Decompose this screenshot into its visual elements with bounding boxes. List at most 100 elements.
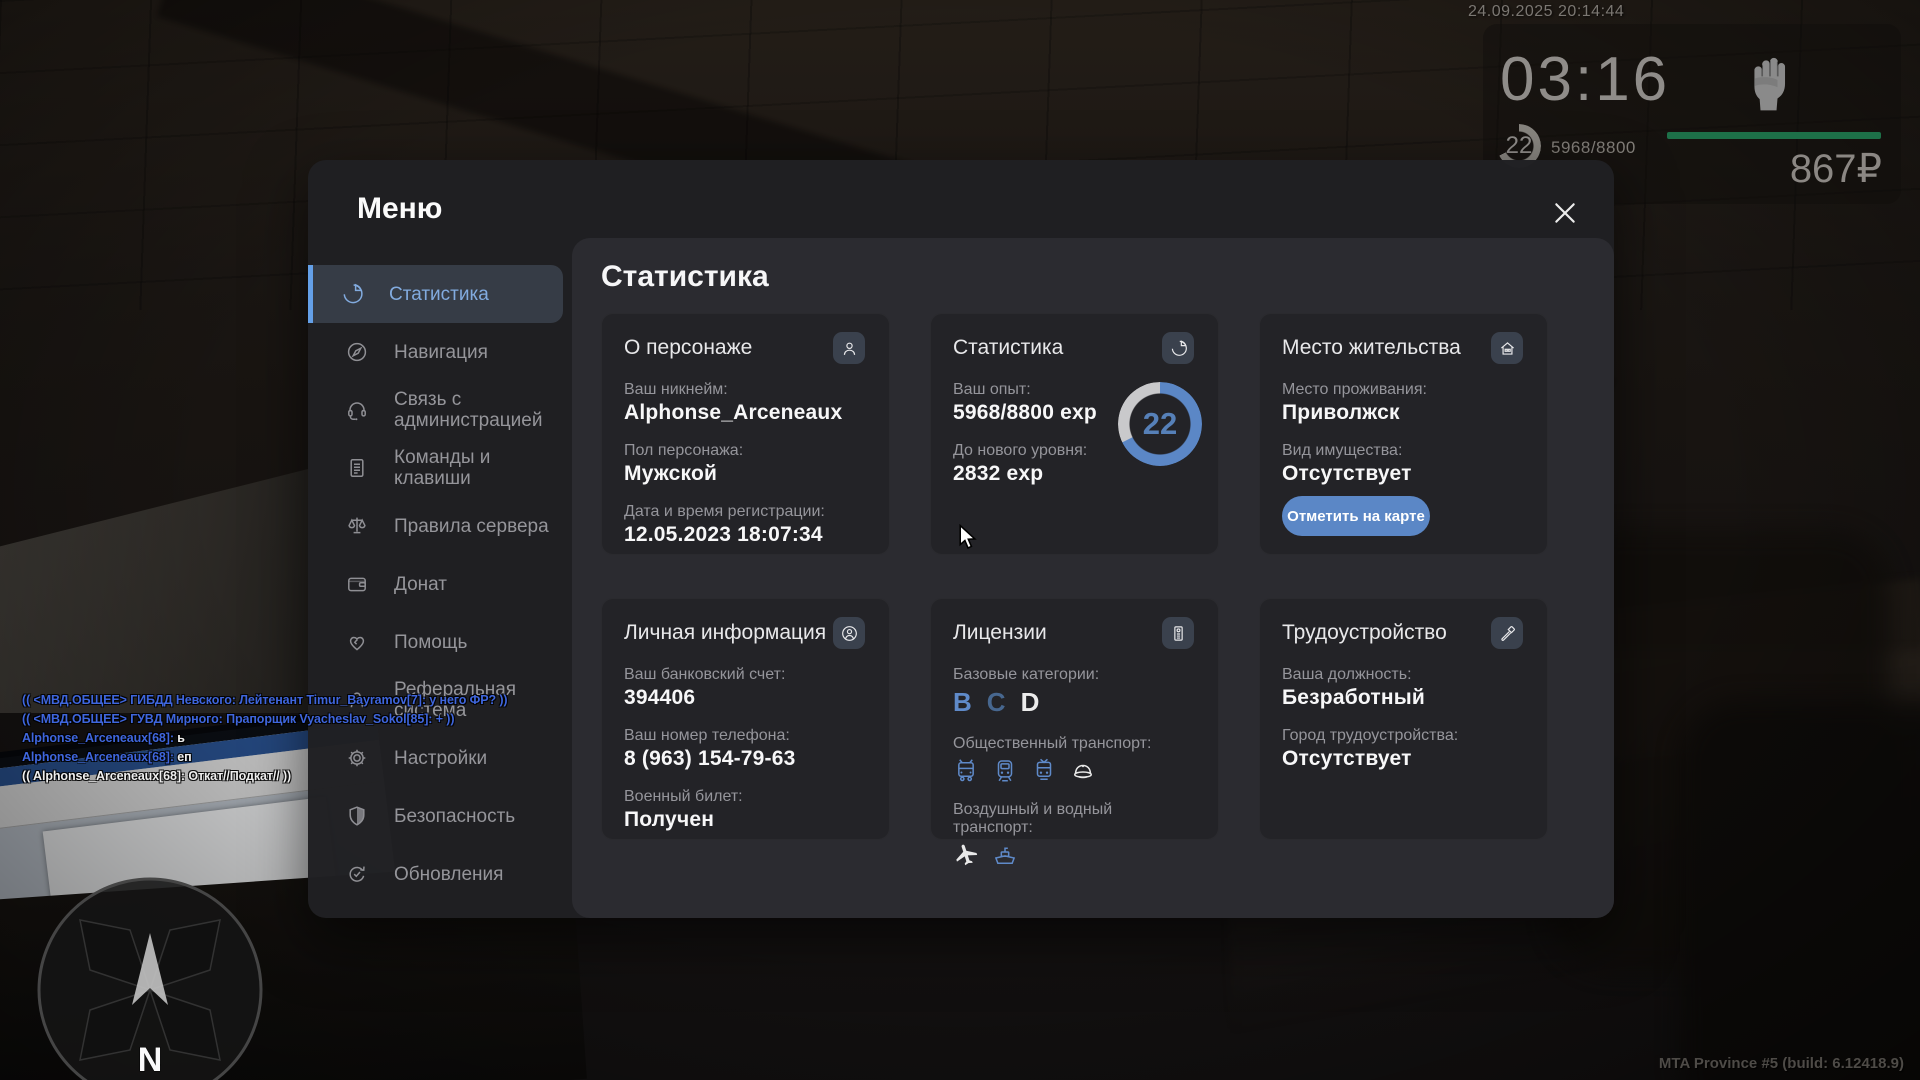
card-stats: Статистика Ваш опыт: 5968/8800 exp До но… [930, 313, 1219, 555]
compass-north-label: N [138, 1041, 163, 1079]
field-label: Ваш номер телефона: [624, 727, 790, 744]
property-value: Отсутствует [1282, 462, 1412, 485]
sidebar-item-label: Статистика [389, 283, 489, 305]
sidebar-item-help[interactable]: Помощь [308, 613, 571, 671]
chat-line: (( Alphonse_Arceneaux[68]: Откат//Подкат… [22, 769, 292, 783]
field-label: Военный билет: [624, 788, 743, 805]
sidebar-item-statistics[interactable]: Статистика [308, 265, 563, 323]
sidebar-item-referral[interactable]: Реферальная система [308, 671, 571, 729]
field-label: Воздушный и водный транспорт: [953, 801, 1113, 836]
field-label: Вид имущества: [1282, 442, 1403, 459]
field-label: Место проживания: [1282, 381, 1427, 398]
person-icon [345, 688, 369, 712]
mark-on-map-button[interactable]: Отметить на карте [1282, 496, 1430, 536]
sidebar-item-label: Настройки [394, 747, 488, 769]
next-level-value: 2832 exp [953, 462, 1044, 485]
sidebar-item-label: Связь с администрацией [394, 389, 543, 431]
pie-chart-icon [1162, 332, 1194, 364]
hud-exp-value: 5968/8800 [1551, 138, 1636, 157]
person-circle-icon [833, 617, 865, 649]
license-category-d: D [1020, 687, 1040, 717]
public-transport-licenses [953, 758, 1194, 784]
mouse-cursor [958, 524, 978, 552]
card-title: Статистика [953, 336, 1064, 359]
sidebar-item-navigation[interactable]: Навигация [308, 323, 571, 381]
license-category-b: B [953, 687, 972, 717]
chat-line: Alphonse_Arceneaux[68]: ь [22, 731, 185, 745]
card-title: Личная информация [624, 621, 827, 644]
bank-account-value: 394406 [624, 686, 696, 709]
tram-icon [1031, 758, 1057, 784]
close-icon[interactable] [1550, 198, 1580, 228]
nickname-value: Alphonse_Arceneaux [624, 401, 843, 424]
sidebar-item-label: Команды и клавиши [394, 447, 491, 489]
menu-window: Меню Статистика Навигация [308, 160, 1614, 918]
military-ticket-value: Получен [624, 808, 715, 831]
train-icon [992, 758, 1018, 784]
document-lines-icon [345, 456, 369, 480]
chat-log: (( <МВД.ОБЩЕЕ> ГИБДД Невского: Лейтенант… [22, 691, 508, 786]
air-water-licenses [953, 842, 1194, 868]
sidebar-item-label: Правила сервера [394, 515, 549, 537]
residence-value: Приволжск [1282, 401, 1400, 424]
sidebar-item-server-rules[interactable]: Правила сервера [308, 497, 571, 555]
fist-icon [1744, 46, 1794, 114]
gender-value: Мужской [624, 462, 718, 485]
hammer-icon [1491, 617, 1523, 649]
sidebar-item-donate[interactable]: Донат [308, 555, 571, 613]
scene-office-chair [1680, 700, 1920, 1080]
sidebar-item-label: Обновления [394, 863, 504, 885]
sidebar-item-settings[interactable]: Настройки [308, 729, 571, 787]
scales-icon [345, 514, 369, 538]
menu-sidebar: Статистика Навигация Связь с администрац… [308, 265, 571, 903]
chat-line: Alphonse_Arceneaux[68]: еп [22, 750, 192, 764]
phone-value: 8 (963) 154-79-63 [624, 747, 796, 770]
card-title: Лицензии [953, 621, 1047, 644]
employment-city-value: Отсутствует [1282, 747, 1412, 770]
field-label: Ваша должность: [1282, 666, 1412, 683]
build-info: MTA Province #5 (build: 6.12418.9) [1658, 1055, 1904, 1072]
house-icon [1491, 332, 1523, 364]
sidebar-item-updates[interactable]: Обновления [308, 845, 571, 903]
hud-health-bar [1667, 132, 1881, 139]
card-licenses: Лицензии Базовые категории: B C D Общест… [930, 598, 1219, 866]
menu-content-panel: Статистика О персонаже Ваш никнейм: Alph… [572, 238, 1614, 918]
ship-icon [992, 842, 1018, 868]
chat-line: (( <МВД.ОБЩЕЕ> ГИБДД Невского: Лейтенант… [22, 693, 508, 707]
sidebar-item-security[interactable]: Безопасность [308, 787, 571, 845]
sidebar-item-label: Безопасность [394, 805, 516, 827]
sidebar-item-admin-contact[interactable]: Связь с администрацией [308, 381, 571, 439]
pie-chart-icon [340, 282, 364, 306]
field-label: Ваш опыт: [953, 381, 1031, 398]
hud-level-value: 22 [1505, 132, 1533, 159]
field-label: Дата и время регистрации: [624, 503, 825, 520]
sidebar-item-label: Донат [394, 573, 447, 595]
shield-icon [345, 804, 369, 828]
card-personal-info: Личная информация Ваш банковский счет: 3… [601, 598, 890, 840]
field-label: Город трудоустройства: [1282, 727, 1459, 744]
heart-hands-icon [345, 630, 369, 654]
compass-icon [345, 340, 369, 364]
field-label: До нового уровня: [953, 442, 1088, 459]
field-label: Ваш никнейм: [624, 381, 728, 398]
page-title: Статистика [601, 260, 769, 293]
field-label: Базовые категории: [953, 666, 1100, 683]
hud-datetime: 24.09.2025 20:14:44 [1468, 3, 1625, 20]
sidebar-item-commands-keys[interactable]: Команды и клавиши [308, 439, 571, 497]
gear-icon [345, 746, 369, 770]
card-character: О персонаже Ваш никнейм: Alphonse_Arcene… [601, 313, 890, 555]
wallet-icon [345, 572, 369, 596]
level-ring [1118, 382, 1202, 466]
menu-title: Меню [357, 192, 443, 225]
plane-icon [953, 842, 979, 868]
exp-value: 5968/8800 exp [953, 401, 1097, 424]
id-card-icon [1162, 617, 1194, 649]
position-value: Безработный [1282, 686, 1426, 709]
field-label: Пол персонажа: [624, 442, 744, 459]
sidebar-item-label: Навигация [394, 341, 488, 363]
license-categories: B C D [953, 687, 1194, 718]
field-label: Ваш банковский счет: [624, 666, 786, 683]
driver-cap-icon [1070, 758, 1096, 784]
person-bust-icon [833, 332, 865, 364]
